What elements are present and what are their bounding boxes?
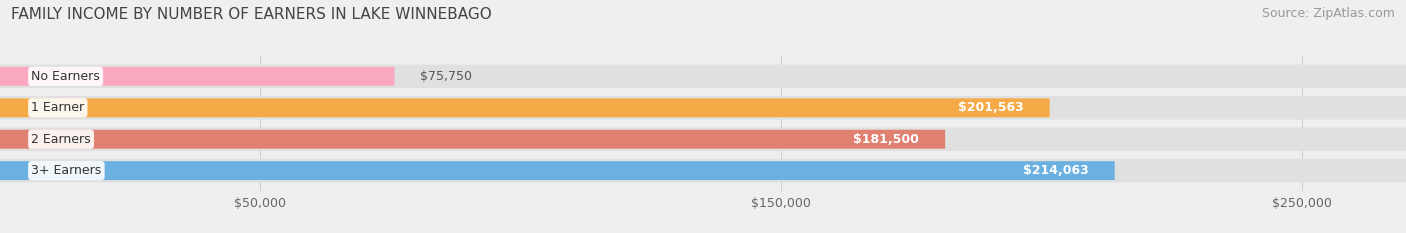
- FancyBboxPatch shape: [0, 127, 1406, 151]
- Text: $181,500: $181,500: [853, 133, 920, 146]
- Text: $214,063: $214,063: [1024, 164, 1088, 177]
- Text: 1 Earner: 1 Earner: [31, 101, 84, 114]
- FancyBboxPatch shape: [0, 98, 1050, 117]
- Text: FAMILY INCOME BY NUMBER OF EARNERS IN LAKE WINNEBAGO: FAMILY INCOME BY NUMBER OF EARNERS IN LA…: [11, 7, 492, 22]
- Text: Source: ZipAtlas.com: Source: ZipAtlas.com: [1261, 7, 1395, 20]
- FancyBboxPatch shape: [0, 159, 1406, 182]
- Text: 3+ Earners: 3+ Earners: [31, 164, 101, 177]
- FancyBboxPatch shape: [0, 65, 1406, 88]
- Text: No Earners: No Earners: [31, 70, 100, 83]
- Text: 2 Earners: 2 Earners: [31, 133, 91, 146]
- FancyBboxPatch shape: [0, 67, 395, 86]
- FancyBboxPatch shape: [0, 96, 1406, 120]
- FancyBboxPatch shape: [0, 130, 945, 149]
- FancyBboxPatch shape: [0, 161, 1115, 180]
- Text: $201,563: $201,563: [957, 101, 1024, 114]
- Text: $75,750: $75,750: [420, 70, 472, 83]
